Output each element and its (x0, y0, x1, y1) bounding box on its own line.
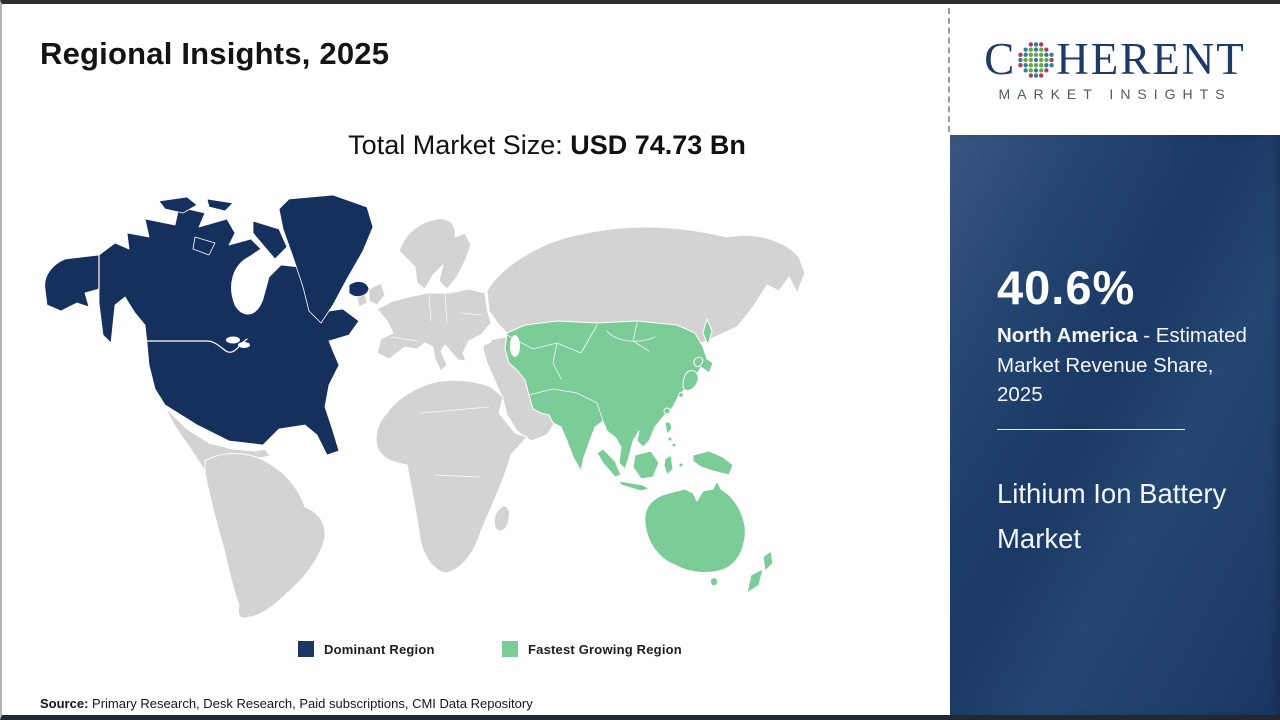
map-region-europe (376, 288, 492, 372)
map-region-maluku (678, 462, 684, 468)
logo-dashed-separator (948, 8, 950, 132)
map-region-sakhalin (702, 318, 713, 346)
map-region-africa (375, 379, 528, 574)
map-region-philippines-2 (667, 436, 673, 442)
map-region-uk (368, 282, 386, 306)
legend-item-dominant-region: Dominant Region (298, 641, 435, 657)
caspian-sea (510, 335, 520, 357)
market-share-desc-text: - Estimated Market Revenue Share, 2025 (997, 324, 1247, 406)
brand-logo: C HERENT MARKET INSIGHTS (950, 4, 1280, 135)
map-region-java (618, 480, 650, 492)
market-share-region: North America (997, 324, 1138, 348)
page-title: Regional Insights, 2025 (40, 36, 390, 71)
market-share-description: North America - Estimated Market Revenue… (997, 321, 1261, 409)
brand-logo-letters-herent: HERENT (1056, 34, 1246, 84)
map-region-asia-mainland (504, 320, 714, 472)
great-lakes (226, 336, 240, 344)
map-region-greenland (278, 194, 374, 324)
map-region-japan-honshu (682, 370, 699, 391)
world-map-svg (44, 194, 806, 619)
source-line: Source: Primary Research, Desk Research,… (40, 696, 533, 711)
map-region-philippines (664, 421, 672, 435)
map-region-taiwan (663, 407, 671, 415)
source-text: Primary Research, Desk Research, Paid su… (88, 696, 533, 711)
map-region-baffin-island (252, 220, 288, 260)
brand-logo-letter-c: C (984, 34, 1017, 84)
map-region-new-zealand-north (762, 550, 774, 572)
map-region-sulawesi (663, 454, 674, 476)
map-region-scandinavia (398, 218, 472, 290)
black-sea (474, 335, 492, 345)
total-market-size-label: Total Market Size: (348, 130, 571, 160)
map-region-madagascar (493, 505, 510, 532)
legend-label-fastest: Fastest Growing Region (528, 641, 682, 657)
stats-sidebar: 40.6% North America - Estimated Market R… (950, 135, 1280, 715)
map-region-australia (644, 480, 746, 573)
map-group-asia-pacific (504, 318, 774, 594)
sidebar-divider (997, 429, 1185, 431)
dot-globe-dots (1018, 41, 1054, 78)
map-borders-europe (390, 292, 490, 478)
brand-logo-wordmark: C HERENT (984, 37, 1246, 82)
world-map (37, 192, 817, 624)
map-region-south-america (204, 453, 326, 619)
map-group-rest-of-world (164, 218, 806, 619)
map-borders-asia (506, 322, 656, 422)
map-region-borneo (632, 450, 660, 480)
map-region-japan-hokkaido (693, 356, 704, 368)
total-market-size-value: USD 74.73 Bn (570, 130, 746, 160)
map-region-sumatra (596, 448, 622, 478)
total-market-size: Total Market Size: USD 74.73 Bn (92, 130, 1002, 161)
map-region-arctic-island-2 (206, 198, 234, 212)
market-share-value: 40.6% (997, 261, 1136, 314)
map-group-north-america (44, 194, 374, 456)
map-region-new-guinea (692, 450, 734, 476)
map-region-japan-kyushu (678, 392, 684, 398)
source-label: Source: (40, 696, 89, 711)
map-region-new-zealand-south (746, 568, 764, 594)
map-region-tasmania (710, 577, 718, 587)
brand-logo-tagline: MARKET INSIGHTS (998, 86, 1232, 102)
legend-swatch-dominant (298, 641, 314, 657)
map-region-iceland (348, 281, 370, 297)
legend-label-dominant: Dominant Region (324, 641, 435, 657)
map-region-arctic-island-1 (158, 196, 198, 214)
report-product-name: Lithium Ion Battery Market (997, 478, 1227, 554)
map-region-philippines-3 (671, 442, 677, 448)
brand-logo-dot-globe-icon (1018, 41, 1054, 78)
map-region-russia (486, 226, 806, 344)
legend-item-fastest-growing-region: Fastest Growing Region (502, 641, 682, 657)
map-border-us-canada (98, 254, 248, 353)
legend-swatch-fastest (502, 641, 518, 657)
stats-sidebar-content: 40.6% North America - Estimated Market R… (950, 135, 1280, 561)
map-region-north-america (44, 206, 360, 456)
map-region-victoria-island (192, 236, 216, 256)
